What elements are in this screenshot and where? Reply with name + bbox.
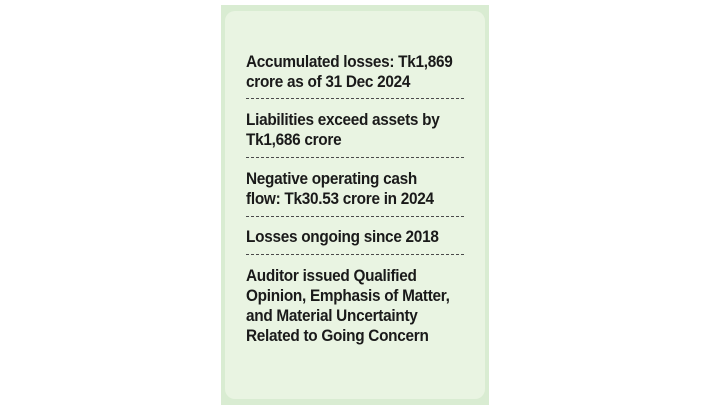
fact-list: Accumulated losses: Tk1,869 crore as of …: [246, 52, 468, 346]
fact-line: Auditor issued Qualified: [246, 267, 417, 285]
fact-auditor-opinion: Auditor issued Qualified Opinion, Emphas…: [246, 266, 469, 346]
dashed-divider: [246, 254, 464, 255]
fact-negative-cash-flow: Negative operating cash flow: Tk30.53 cr…: [246, 169, 469, 209]
fact-line: Tk1,686 crore: [246, 131, 342, 149]
fact-card-body: Accumulated losses: Tk1,869 crore as of …: [225, 11, 485, 399]
fact-line: and Material Uncertainty: [246, 307, 418, 325]
dashed-divider: [246, 98, 464, 99]
fact-line: Accumulated losses: Tk1,869: [246, 53, 453, 71]
fact-line: Liabilities exceed assets by: [246, 111, 440, 129]
fact-line: Negative operating cash: [246, 170, 417, 188]
fact-card: Accumulated losses: Tk1,869 crore as of …: [221, 5, 489, 405]
fact-liabilities-exceed-assets: Liabilities exceed assets by Tk1,686 cro…: [246, 110, 469, 150]
fact-line: Related to Going Concern: [246, 327, 429, 345]
fact-losses-ongoing: Losses ongoing since 2018: [246, 227, 469, 247]
dashed-divider: [246, 157, 464, 158]
dashed-divider: [246, 216, 464, 217]
fact-line: flow: Tk30.53 crore in 2024: [246, 190, 434, 208]
fact-line: crore as of 31 Dec 2024: [246, 73, 411, 91]
fact-line: Opinion, Emphasis of Matter,: [246, 287, 450, 305]
fact-accumulated-losses: Accumulated losses: Tk1,869 crore as of …: [246, 52, 469, 92]
fact-line: Losses ongoing since 2018: [246, 228, 439, 246]
